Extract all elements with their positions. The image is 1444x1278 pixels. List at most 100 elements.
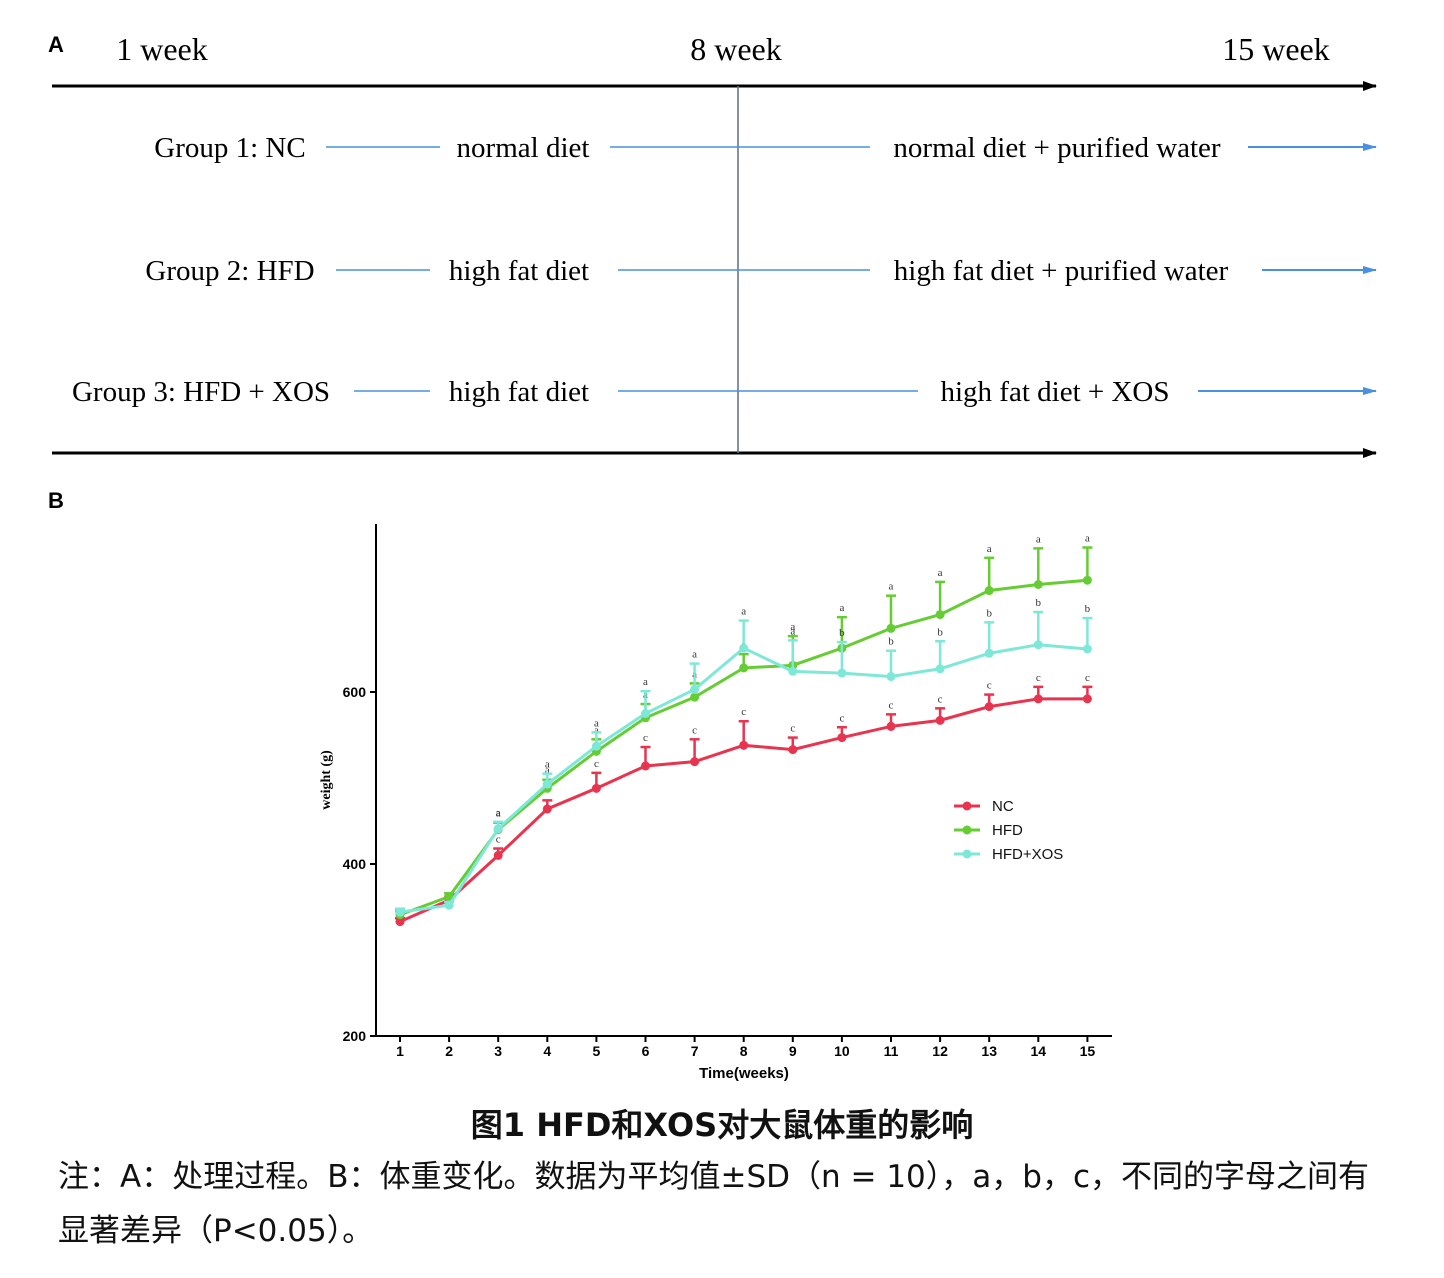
significance-letter: a	[545, 759, 550, 771]
data-point	[739, 643, 749, 653]
data-point	[739, 740, 749, 750]
legend-label: NC	[992, 798, 1014, 815]
data-point	[690, 684, 700, 694]
data-point	[984, 648, 994, 658]
significance-letter: c	[987, 680, 992, 692]
data-point	[690, 692, 700, 702]
significance-letter: a	[594, 717, 599, 729]
group3-name: Group 3: HFD + XOS	[72, 376, 330, 408]
y-axis-label: weight (g)	[319, 750, 334, 810]
data-point	[444, 900, 454, 910]
significance-letter: a	[839, 602, 844, 614]
significance-letter: a	[545, 765, 550, 777]
x-tick-label: 4	[543, 1043, 551, 1059]
x-tick-label: 15	[1080, 1043, 1096, 1059]
group1-phase2: normal diet + purified water	[893, 132, 1221, 164]
significance-letter: c	[790, 723, 795, 735]
data-point	[1082, 694, 1092, 704]
y-tick-label: 400	[343, 856, 367, 872]
significance-letter: b	[937, 626, 943, 638]
data-point	[395, 907, 405, 917]
figure-caption-title: 图1 HFD和XOS对大鼠体重的影响	[470, 1106, 974, 1144]
data-point	[591, 783, 601, 793]
data-point	[493, 850, 503, 860]
significance-letter: a	[594, 724, 599, 736]
significance-letter: a	[496, 807, 501, 819]
significance-letter: c	[496, 834, 501, 846]
data-point	[641, 709, 650, 718]
data-point	[788, 745, 798, 755]
data-point	[1033, 580, 1043, 589]
group2-name: Group 2: HFD	[145, 255, 314, 287]
x-tick-label: 5	[593, 1043, 601, 1059]
y-tick-label: 200	[343, 1028, 367, 1044]
panel-b-label: B	[48, 488, 64, 513]
timeline-label-mid: 8 week	[690, 31, 782, 67]
group2-phase2: high fat diet + purified water	[894, 255, 1229, 287]
data-point	[1033, 694, 1043, 704]
x-tick-label: 13	[981, 1043, 997, 1059]
significance-letter: b	[1036, 597, 1042, 609]
significance-letter: c	[1085, 672, 1090, 684]
data-point	[788, 666, 798, 676]
data-point	[542, 779, 552, 789]
data-point	[886, 623, 896, 633]
x-tick-label: 6	[642, 1043, 650, 1059]
significance-letter: a	[889, 581, 894, 593]
series-line	[399, 643, 1088, 914]
x-tick-label: 2	[445, 1043, 453, 1059]
x-tick-label: 11	[884, 1043, 899, 1059]
data-point	[444, 892, 454, 902]
significance-letter: a	[741, 606, 746, 618]
panel-a-label: A	[48, 32, 64, 57]
legend: NC HFD HFD+XOS	[954, 798, 1063, 863]
significance-letter: c	[692, 724, 697, 736]
legend-label: HFD+XOS	[992, 846, 1063, 863]
significance-letter: a	[938, 567, 943, 579]
significance-letter: a	[1036, 533, 1041, 545]
significance-letter: a	[692, 649, 697, 661]
data-point	[935, 715, 945, 725]
x-tick-label: 14	[1031, 1043, 1047, 1059]
x-tick-label: 1	[396, 1043, 404, 1059]
data-point	[542, 804, 552, 814]
significance-letter: a	[1085, 533, 1090, 545]
x-tick-label: 9	[789, 1043, 797, 1059]
y-tick-label: 600	[343, 684, 367, 700]
legend-swatch-marker	[962, 849, 972, 859]
significance-letter: c	[839, 712, 844, 724]
significance-letter: a	[790, 625, 795, 637]
significance-letter: a	[790, 621, 795, 633]
significance-letter: b	[839, 627, 845, 639]
data-point	[739, 663, 749, 673]
legend-label: HFD	[992, 822, 1023, 839]
significance-letter: c	[1036, 672, 1041, 684]
y-ticks: 200 400 600	[343, 684, 376, 1044]
data-point	[886, 721, 896, 731]
panel-a-protocol: A 1 week 8 week 15 week Group 1: NC norm…	[48, 31, 1377, 458]
data-point	[690, 757, 700, 767]
data-point	[837, 668, 847, 678]
x-tick-label: 10	[834, 1043, 850, 1059]
data-point	[984, 586, 994, 596]
data-point	[641, 761, 650, 771]
significance-letter: c	[594, 758, 599, 770]
significance-letter: c	[741, 706, 746, 718]
x-tick-label: 7	[691, 1043, 699, 1059]
data-point	[886, 672, 896, 682]
series-nc: c c c c c c c c c c c c	[395, 672, 1093, 927]
data-point	[1033, 640, 1043, 650]
data-point	[935, 664, 945, 674]
data-point	[837, 733, 847, 743]
legend-swatch-marker	[962, 825, 972, 835]
data-point	[493, 824, 503, 834]
timeline-label-end: 15 week	[1222, 31, 1330, 67]
significance-letter: b	[1085, 603, 1091, 615]
significance-letter: b	[888, 636, 894, 648]
significance-letter: a	[496, 808, 501, 820]
significance-letter: b	[986, 607, 992, 619]
x-ticks: 1 2 3 4 5 6 7 8 9 10 11 12 13 14 15	[396, 1036, 1095, 1059]
x-tick-label: 3	[494, 1043, 502, 1059]
